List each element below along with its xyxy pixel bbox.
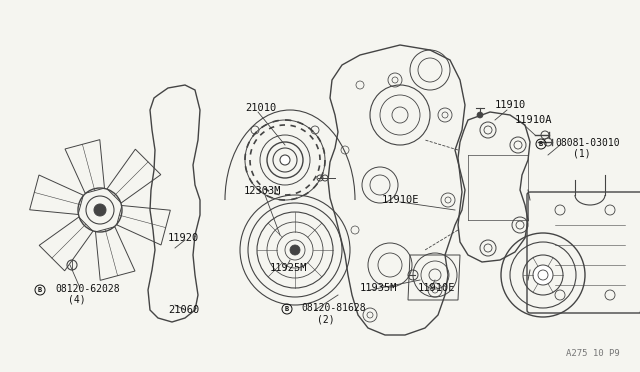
Text: B: B — [285, 306, 289, 312]
Text: (2): (2) — [317, 314, 335, 324]
Text: 21010: 21010 — [245, 103, 276, 113]
Circle shape — [94, 204, 106, 216]
Text: 11910A: 11910A — [515, 115, 552, 125]
Circle shape — [477, 112, 483, 118]
Text: 11920: 11920 — [168, 233, 199, 243]
Text: 08081-03010: 08081-03010 — [555, 138, 620, 148]
Text: 21060: 21060 — [168, 305, 199, 315]
Text: 11925M: 11925M — [270, 263, 307, 273]
Circle shape — [533, 265, 553, 285]
Text: 08120-81628: 08120-81628 — [301, 303, 365, 313]
Text: 11910: 11910 — [495, 100, 526, 110]
Text: A275 10 P9: A275 10 P9 — [566, 349, 620, 358]
Text: B: B — [539, 141, 543, 147]
Text: 11935M: 11935M — [360, 283, 397, 293]
Text: 08120-62028: 08120-62028 — [55, 284, 120, 294]
Text: B: B — [38, 287, 42, 293]
Circle shape — [280, 155, 290, 165]
Text: 11910E: 11910E — [382, 195, 419, 205]
Circle shape — [290, 245, 300, 255]
Text: 11910E: 11910E — [418, 283, 456, 293]
Text: (4): (4) — [68, 295, 86, 305]
Text: 12303M: 12303M — [244, 186, 282, 196]
Text: (1): (1) — [573, 149, 591, 159]
